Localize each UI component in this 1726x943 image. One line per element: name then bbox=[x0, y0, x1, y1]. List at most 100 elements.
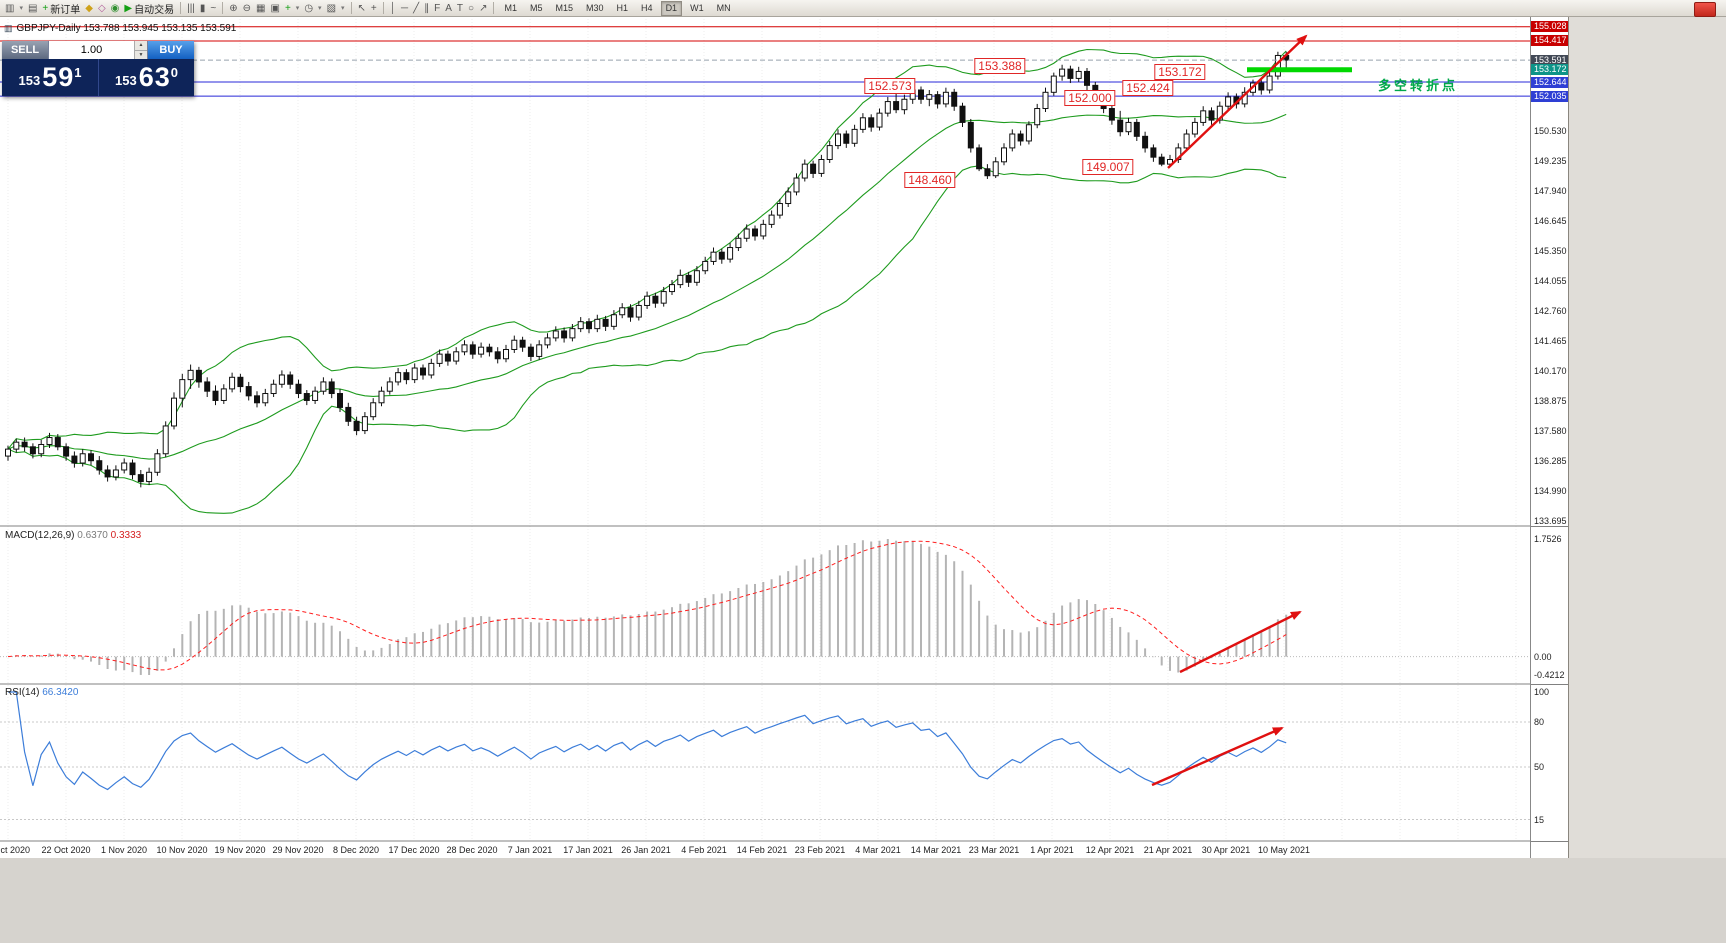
tile-windows-icon[interactable]: ▦ bbox=[254, 1, 267, 16]
price-annotation-object[interactable]: 152.573 bbox=[864, 78, 916, 94]
price-scale-label: 50 bbox=[1534, 762, 1545, 772]
horizontal-line-icon[interactable]: ─ bbox=[399, 1, 410, 16]
toolbar-separator bbox=[493, 2, 495, 14]
chart-area[interactable]: ▥ GBPJPY-Daily 153.788 153.945 153.135 1… bbox=[0, 17, 1569, 858]
buy-button[interactable]: BUY bbox=[148, 41, 194, 59]
time-axis-label: 10 Nov 2020 bbox=[156, 845, 208, 855]
refresh-icon[interactable]: ◉ bbox=[109, 1, 122, 16]
ask-price[interactable]: 153 63 0 bbox=[98, 59, 194, 96]
cursor-icon[interactable]: ↖ bbox=[356, 1, 368, 16]
arrows-icon[interactable]: ↗ bbox=[477, 1, 489, 16]
shapes-icon: ○ bbox=[468, 2, 475, 14]
macd-trend-arrow[interactable] bbox=[1179, 610, 1302, 674]
new-chart-icon[interactable]: ▥ bbox=[3, 1, 16, 16]
periods-dropdown-icon[interactable]: ▾ bbox=[316, 1, 324, 16]
bar-chart-mode-icon[interactable]: ||| bbox=[185, 1, 197, 16]
time-axis-label: 29 Nov 2020 bbox=[272, 845, 324, 855]
timeframe-d1[interactable]: D1 bbox=[660, 0, 683, 16]
price-scale-label: 15 bbox=[1534, 814, 1545, 825]
time-axis-label: 19 Nov 2020 bbox=[214, 845, 266, 855]
time-axis-label: 22 Oct 2020 bbox=[41, 845, 91, 855]
volume-up-button[interactable]: ▲ bbox=[135, 41, 147, 50]
auto-trading-button[interactable]: ▶ 自动交易 bbox=[122, 1, 176, 16]
crosshair-icon: + bbox=[370, 2, 377, 14]
crosshair-icon[interactable]: + bbox=[369, 1, 379, 16]
time-axis-label: 23 Mar 2021 bbox=[968, 845, 1020, 855]
zoom-out-icon: ⊖ bbox=[242, 2, 252, 14]
time-axis-label: 17 Dec 2020 bbox=[388, 845, 440, 855]
price-scale-label: 1.7526 bbox=[1534, 534, 1562, 544]
time-axis-label: 8 Oct 2020 bbox=[0, 845, 31, 855]
time-axis-label: 12 Apr 2021 bbox=[1085, 845, 1135, 855]
vertical-line-icon[interactable]: │ bbox=[388, 1, 398, 16]
zoom-in-icon[interactable]: ⊕ bbox=[227, 1, 239, 16]
ask-prefix: 153 bbox=[115, 73, 137, 88]
new-chart-dropdown-icon[interactable]: ▾ bbox=[17, 1, 25, 16]
line-chart-mode-icon[interactable]: ~ bbox=[208, 1, 218, 16]
annotation-note[interactable]: 多空转折点 bbox=[1378, 78, 1459, 93]
timeframe-h1[interactable]: H1 bbox=[616, 2, 629, 13]
price-annotation-object[interactable]: 148.460 bbox=[904, 172, 956, 188]
timeframe-h4[interactable]: H4 bbox=[641, 2, 653, 13]
price-annotation-object[interactable]: 152.000 bbox=[1064, 90, 1116, 106]
price-scale-label: 152.644 bbox=[1531, 76, 1568, 88]
metaeditor-icon[interactable]: ◇ bbox=[96, 1, 108, 16]
candlestick-mode-icon[interactable]: ▮ bbox=[198, 1, 208, 16]
bollinger-middle-band bbox=[7, 113, 1287, 460]
timeframe-m15[interactable]: M15 bbox=[555, 2, 574, 13]
cascade-windows-icon[interactable]: ▣ bbox=[269, 1, 282, 16]
price-annotation-object[interactable]: 149.007 bbox=[1082, 159, 1134, 175]
channel-icon[interactable]: ∥ bbox=[422, 1, 431, 16]
price-scale-label: 137.580 bbox=[1534, 426, 1567, 437]
trendline-icon[interactable]: ╱ bbox=[411, 1, 421, 16]
alert-icon[interactable] bbox=[1694, 2, 1716, 17]
toolbar-separator bbox=[350, 2, 352, 14]
sell-button[interactable]: SELL bbox=[2, 41, 48, 59]
price-scale-label: 142.760 bbox=[1534, 306, 1567, 317]
candlestick-mode-icon: ▮ bbox=[199, 2, 206, 14]
chart-plot[interactable] bbox=[0, 17, 1530, 858]
toolbar: ▥ ▾ ▤ + 新订单 ◆ ◇ ◉ ▶ 自动交易 ||| ▮ ~ ⊕ ⊖ ▦ ▣ + ▾ ◷ ▾ ▧ ▾ ↖ + │ ─ ╱ ∥ F A T ○… bbox=[0, 0, 1726, 17]
volume-down-button[interactable]: ▼ bbox=[135, 49, 147, 59]
time-axis[interactable]: 8 Oct 2020 22 Oct 2020 1 Nov 2020 10 Nov 20… bbox=[0, 842, 1530, 858]
timeframe-m5[interactable]: M5 bbox=[529, 2, 543, 13]
auto-trading-button-label: 自动交易 bbox=[134, 4, 175, 16]
ask-big: 63 bbox=[138, 62, 171, 92]
price-trend-arrow[interactable] bbox=[1167, 34, 1308, 169]
templates-dropdown-icon[interactable]: ▾ bbox=[339, 1, 347, 16]
timeframe-m1[interactable]: M1 bbox=[504, 2, 517, 13]
price-scale-label: 80 bbox=[1534, 717, 1545, 727]
timeframe-w1[interactable]: W1 bbox=[690, 2, 704, 13]
timeframe-mn[interactable]: MN bbox=[716, 2, 731, 13]
rsi-line bbox=[8, 691, 1287, 791]
price-annotation-object[interactable]: 152.424 bbox=[1122, 80, 1174, 96]
toolbar-separator bbox=[180, 2, 182, 14]
indicators-dropdown-icon: ▾ bbox=[295, 4, 300, 12]
price-annotation-object[interactable]: 153.172 bbox=[1154, 64, 1206, 80]
volume-input[interactable] bbox=[49, 41, 134, 59]
text-icon[interactable]: A bbox=[443, 1, 454, 16]
periods-icon[interactable]: ◷ bbox=[302, 1, 315, 16]
timeframe-m30[interactable]: M30 bbox=[586, 2, 604, 13]
price-annotation-object[interactable]: 153.388 bbox=[974, 58, 1026, 74]
new-order-button[interactable]: + 新订单 bbox=[40, 1, 82, 16]
mql5-wizard-icon: ◆ bbox=[85, 2, 93, 14]
rsi-name: RSI(14) bbox=[5, 687, 40, 698]
zoom-in-icon: ⊕ bbox=[229, 2, 238, 14]
price-scale[interactable]: 150.530 149.235 147.940 146.645 145.350 144.0… bbox=[1530, 17, 1568, 858]
indicators-dropdown-icon[interactable]: ▾ bbox=[294, 1, 302, 16]
shapes-icon[interactable]: ○ bbox=[466, 1, 476, 16]
rsi-trend-arrow[interactable] bbox=[1151, 726, 1284, 787]
mql5-wizard-icon[interactable]: ◆ bbox=[83, 1, 95, 16]
time-axis-label: 17 Jan 2021 bbox=[563, 845, 613, 855]
indicators-add-icon[interactable]: + bbox=[283, 1, 293, 16]
label-icon[interactable]: T bbox=[455, 1, 465, 16]
toolbar-separator bbox=[382, 2, 384, 14]
bid-price[interactable]: 153 59 1 bbox=[2, 59, 98, 96]
profiles-icon[interactable]: ▤ bbox=[26, 1, 39, 16]
time-axis-label: 14 Feb 2021 bbox=[736, 845, 788, 855]
fibonacci-icon[interactable]: F bbox=[432, 1, 442, 16]
templates-icon[interactable]: ▧ bbox=[325, 1, 338, 16]
new-order-button: + bbox=[42, 2, 49, 14]
zoom-out-icon[interactable]: ⊖ bbox=[241, 1, 253, 16]
